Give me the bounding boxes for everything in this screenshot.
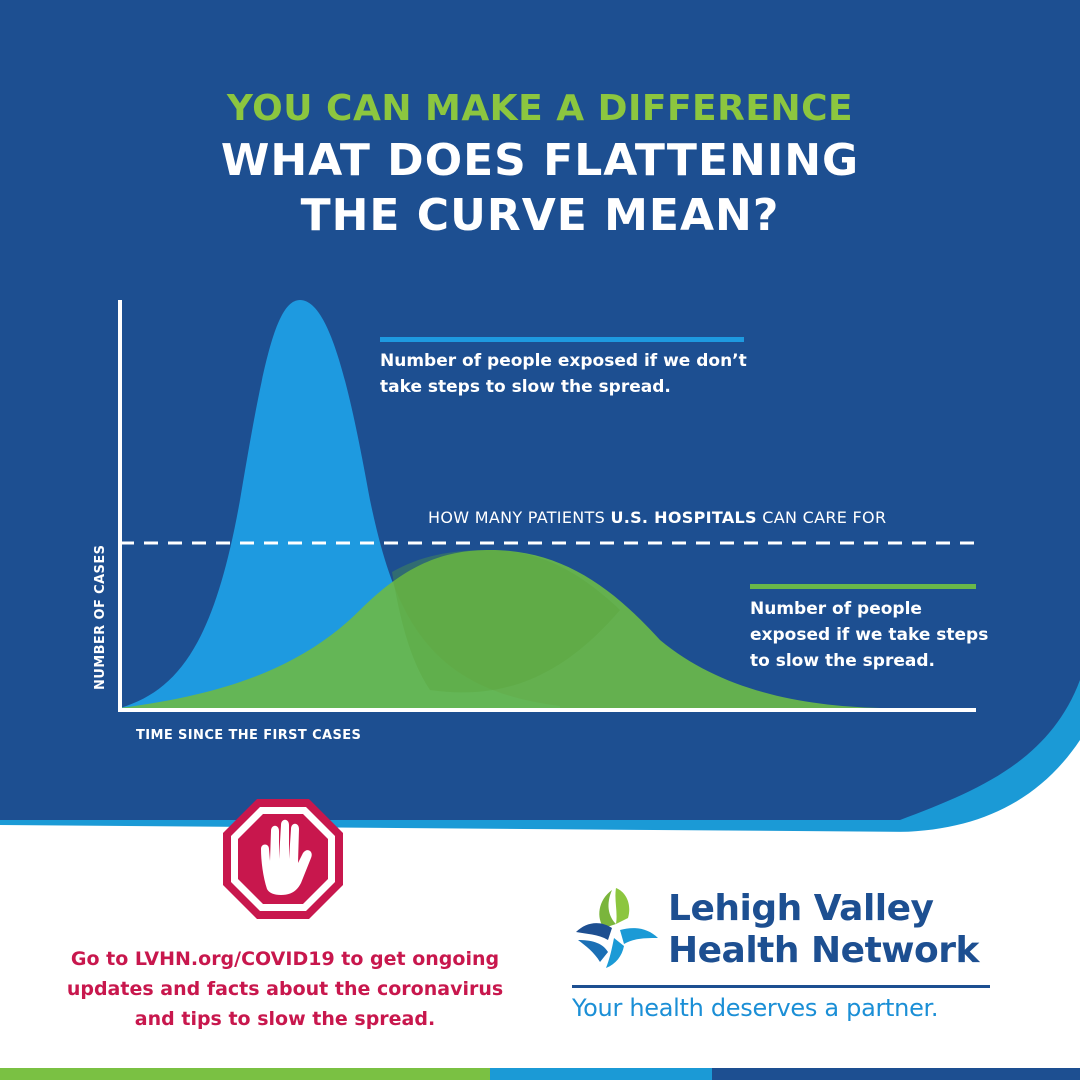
kicker-heading: YOU CAN MAKE A DIFFERENCE	[226, 88, 854, 129]
capacity-suffix: CAN CARE FOR	[762, 508, 887, 527]
green-legend-label: Number of people exposed if we take step…	[750, 599, 989, 671]
brand-divider	[572, 985, 990, 988]
capacity-prefix: HOW MANY PATIENTS	[428, 508, 606, 527]
brand-name-line-2: Health Network	[668, 930, 980, 971]
x-axis-label: TIME SINCE THE FIRST CASES	[136, 728, 362, 743]
footer-stripe-navy	[712, 1068, 1080, 1080]
y-axis-label: NUMBER OF CASES	[93, 544, 108, 690]
footer-stripe-lightblue	[490, 1068, 712, 1080]
stop-hand-icon	[223, 799, 343, 919]
blue-legend-swatch	[380, 337, 744, 342]
title-line-1: WHAT DOES FLATTENING	[220, 135, 860, 186]
lvhn-logo-icon	[576, 888, 658, 968]
green-legend-swatch	[750, 584, 976, 589]
flattened-curve	[120, 550, 880, 708]
capacity-label: HOW MANY PATIENTS U.S. HOSPITALS CAN CAR…	[428, 508, 886, 527]
cta-message: Go to LVHN.org/COVID19 to get ongoing up…	[66, 948, 504, 1030]
flatten-curve-chart	[120, 300, 880, 708]
footer-stripe-green	[0, 1068, 490, 1080]
capacity-bold: U.S. HOSPITALS	[610, 508, 757, 527]
overlap-region	[392, 550, 620, 693]
brand-tagline: Your health deserves a partner.	[572, 994, 939, 1022]
blue-legend-label: Number of people exposed if we don’t tak…	[380, 351, 747, 397]
unmitigated-curve	[120, 300, 560, 708]
brand-name-line-1: Lehigh Valley	[668, 888, 934, 929]
title-line-2: THE CURVE MEAN?	[300, 190, 780, 241]
